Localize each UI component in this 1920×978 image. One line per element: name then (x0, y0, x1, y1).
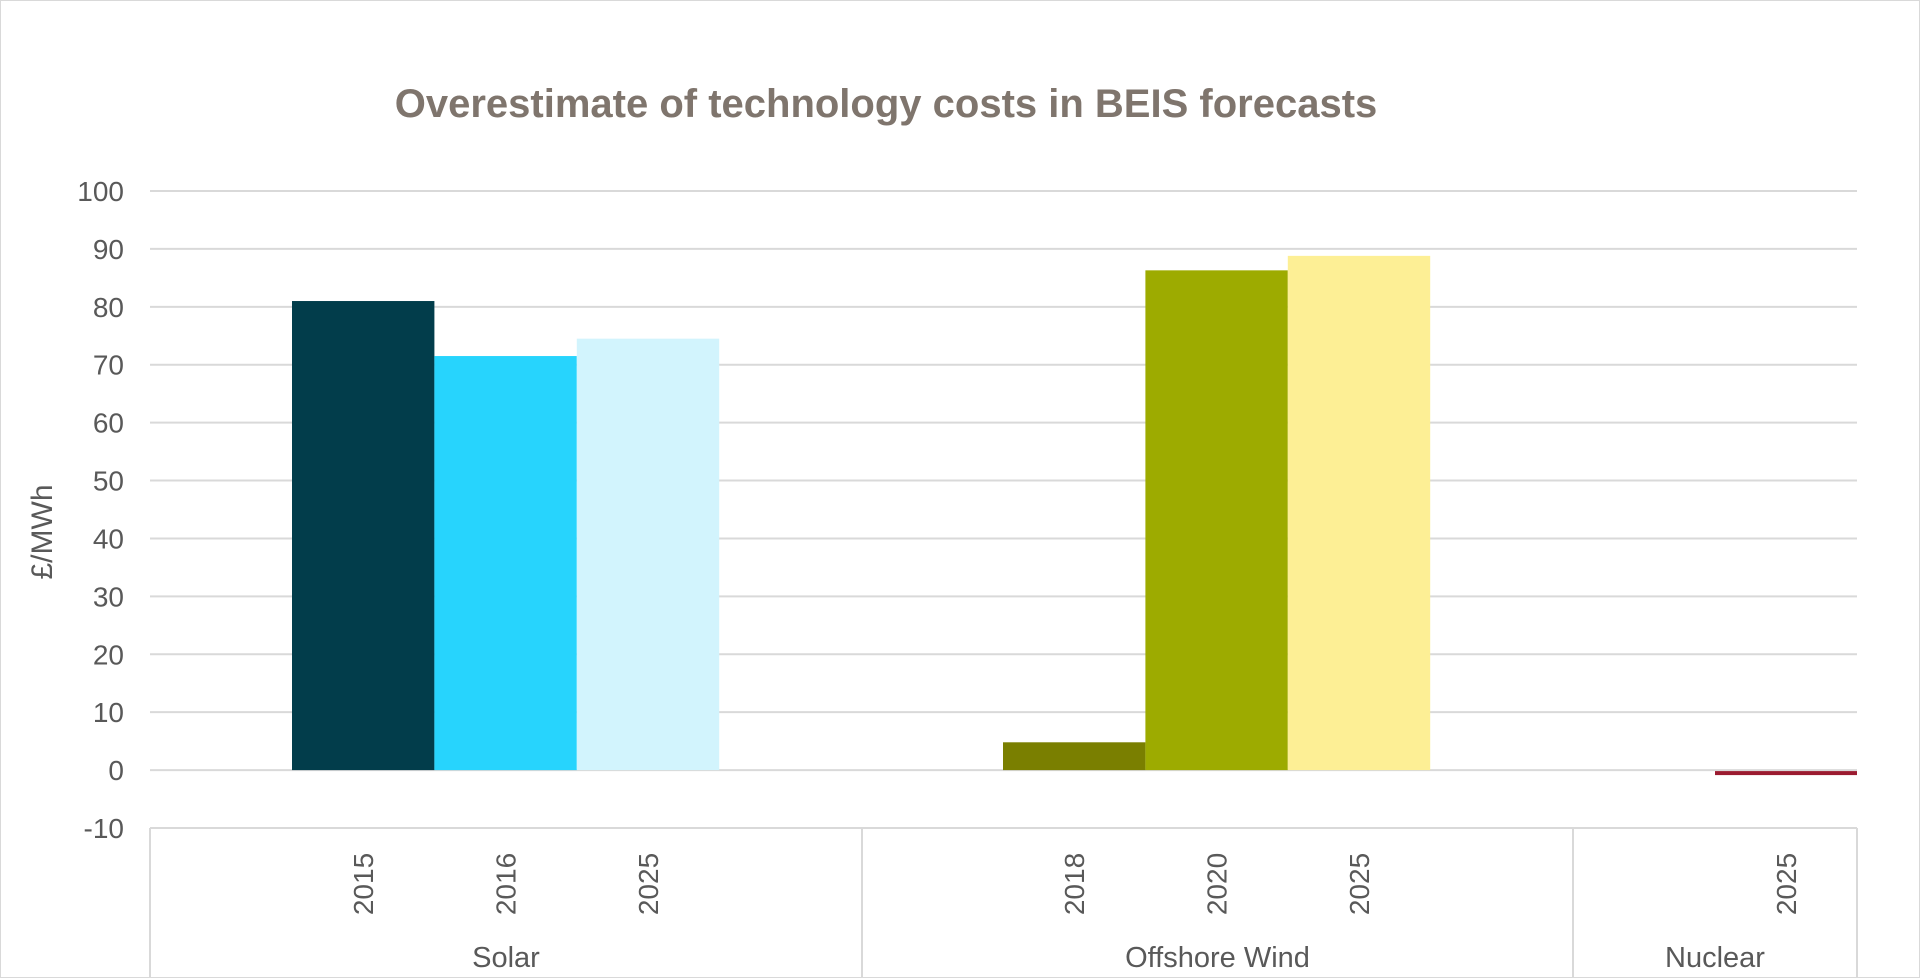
y-tick-label: 30 (93, 581, 124, 612)
y-tick-label: 50 (93, 466, 124, 497)
bar (1715, 771, 1857, 776)
bar (1003, 742, 1146, 771)
y-tick-label: 90 (93, 234, 124, 265)
group-label: Solar (472, 942, 540, 974)
group-label: Nuclear (1665, 942, 1765, 974)
group-label: Offshore Wind (1125, 942, 1310, 974)
x-axis: 2015 2016 2025 Solar 2018 2020 2025 Offshore Wi… (149, 828, 1858, 978)
y-tick-label: 70 (93, 350, 124, 381)
y-tick-label: -10 (84, 813, 124, 844)
x-tick-label: 2016 (491, 853, 522, 915)
y-axis-title: £/MWh (26, 484, 59, 579)
bar (292, 301, 435, 771)
bar (576, 338, 720, 771)
bar (434, 356, 577, 771)
x-tick-label: 2020 (1202, 853, 1233, 915)
chart-title: Overestimate of technology costs in BEIS… (394, 82, 1378, 126)
y-tick-label: 0 (108, 755, 124, 786)
x-tick-label: 2025 (1344, 853, 1375, 915)
y-tick-label: 40 (93, 523, 124, 554)
y-tick-label: 20 (93, 639, 124, 670)
bars (292, 255, 1857, 776)
x-tick-label: 2015 (348, 853, 379, 915)
x-tick-label: 2018 (1059, 853, 1090, 915)
bar (1145, 270, 1288, 771)
x-tick-label: 2025 (1771, 853, 1802, 915)
y-tick-label: 100 (77, 176, 124, 207)
bar (1287, 255, 1431, 771)
y-tick-label: 80 (93, 292, 124, 323)
y-tick-label: 10 (93, 697, 124, 728)
x-tick-label: 2025 (633, 853, 664, 915)
y-tick-label: 60 (93, 408, 124, 439)
